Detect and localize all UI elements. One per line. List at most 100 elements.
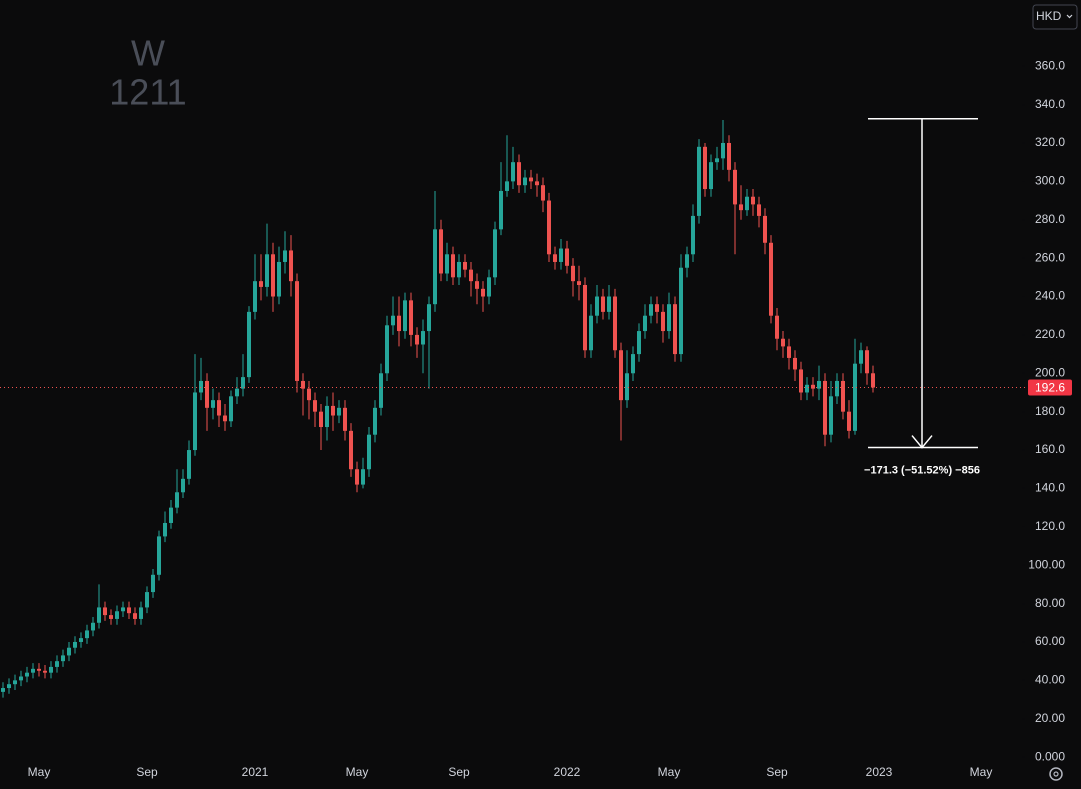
candle-body [625, 373, 629, 401]
candle-body [613, 296, 617, 351]
candle-body [691, 215, 695, 255]
candle-body [685, 254, 689, 268]
candle-body [775, 315, 779, 339]
candle-body [637, 331, 641, 355]
candle-body [61, 655, 65, 662]
x-tick-label: May [970, 765, 993, 779]
candle-body [841, 380, 845, 412]
candle-body [439, 229, 443, 274]
candle-body [121, 607, 125, 612]
x-tick-label: Sep [448, 765, 470, 779]
y-tick-label: 100.00 [1028, 557, 1065, 571]
candle-body [103, 607, 107, 616]
watermark-symbol: 1211 [109, 72, 186, 113]
candle-body [127, 607, 131, 614]
candle-body [469, 269, 473, 282]
candle-body [193, 392, 197, 451]
candle-body [829, 396, 833, 435]
candle-body [1, 688, 5, 692]
candle-body [499, 190, 503, 230]
candle-body [553, 254, 557, 262]
settings-icon[interactable] [1049, 767, 1063, 781]
candle-body [739, 204, 743, 211]
candle-body [751, 196, 755, 205]
candle-body [199, 380, 203, 393]
candle-body [349, 430, 353, 470]
candle-body [541, 185, 545, 201]
candle-body [289, 250, 293, 282]
candle-body [31, 668, 35, 673]
candle-body [799, 369, 803, 393]
candle-body [445, 254, 449, 274]
y-tick-label: 0.000 [1035, 749, 1065, 763]
candle-body [859, 350, 863, 364]
last-price-label: 192.6 [1035, 381, 1065, 395]
candle-body [355, 469, 359, 485]
candle-body [91, 622, 95, 631]
candle-body [37, 668, 41, 671]
candle-body [265, 254, 269, 287]
candle-body [511, 162, 515, 182]
x-tick-label: Sep [766, 765, 788, 779]
candle-body [727, 142, 731, 170]
candle-body [571, 265, 575, 282]
y-tick-label: 20.00 [1035, 711, 1065, 725]
x-tick-label: 2023 [866, 765, 893, 779]
currency-button[interactable]: HKD [1032, 4, 1078, 30]
candle-body [295, 281, 299, 381]
y-tick-label: 280.0 [1035, 212, 1065, 226]
y-tick-label: 340.0 [1035, 97, 1065, 111]
currency-label[interactable]: HKD [1036, 9, 1062, 23]
candle-body [697, 146, 701, 216]
y-tick-label: 40.00 [1035, 673, 1065, 687]
candle-body [847, 411, 851, 431]
candle-body [55, 661, 59, 667]
candle-body [301, 380, 305, 389]
candle-body [709, 162, 713, 190]
candle-body [655, 304, 659, 312]
y-tick-label: 240.0 [1035, 289, 1065, 303]
candle-body [73, 641, 77, 648]
x-tick-label: May [28, 765, 51, 779]
candle-body [457, 261, 461, 278]
candle-body [583, 285, 587, 351]
candle-body [343, 407, 347, 431]
candle-body [487, 277, 491, 297]
candle-body [403, 300, 407, 332]
candle-body [529, 177, 533, 182]
candle-body [223, 415, 227, 422]
candle-body [505, 181, 509, 191]
candle-body [811, 384, 815, 389]
candle-body [733, 169, 737, 205]
candle-body [835, 380, 839, 397]
candle-body [451, 254, 455, 278]
candle-body [781, 338, 785, 347]
candle-body [853, 363, 857, 431]
currency-button-box[interactable] [1032, 4, 1078, 30]
y-tick-label: 120.0 [1035, 519, 1065, 533]
candle-body [109, 615, 113, 619]
candle-body [865, 350, 869, 374]
candle-body [163, 522, 167, 537]
candle-body [361, 469, 365, 485]
gear-ring[interactable] [1049, 767, 1063, 781]
y-tick-label: 180.0 [1035, 404, 1065, 418]
candle-body [241, 377, 245, 389]
x-tick-label: 2022 [554, 765, 581, 779]
candle-body [205, 380, 209, 408]
candle-body [757, 204, 761, 216]
candle-body [133, 613, 137, 619]
candle-body [463, 261, 467, 270]
candle-body [475, 281, 479, 289]
candle-body [607, 296, 611, 312]
x-tick-label: 2021 [242, 765, 269, 779]
candle-body [175, 492, 179, 508]
candle-body [211, 400, 215, 408]
y-tick-label: 320.0 [1035, 135, 1065, 149]
gear-hub[interactable] [1053, 771, 1059, 777]
candle-body [229, 396, 233, 422]
candle-body [589, 315, 593, 351]
candle-body [601, 296, 605, 312]
y-tick-label: 80.00 [1035, 596, 1065, 610]
